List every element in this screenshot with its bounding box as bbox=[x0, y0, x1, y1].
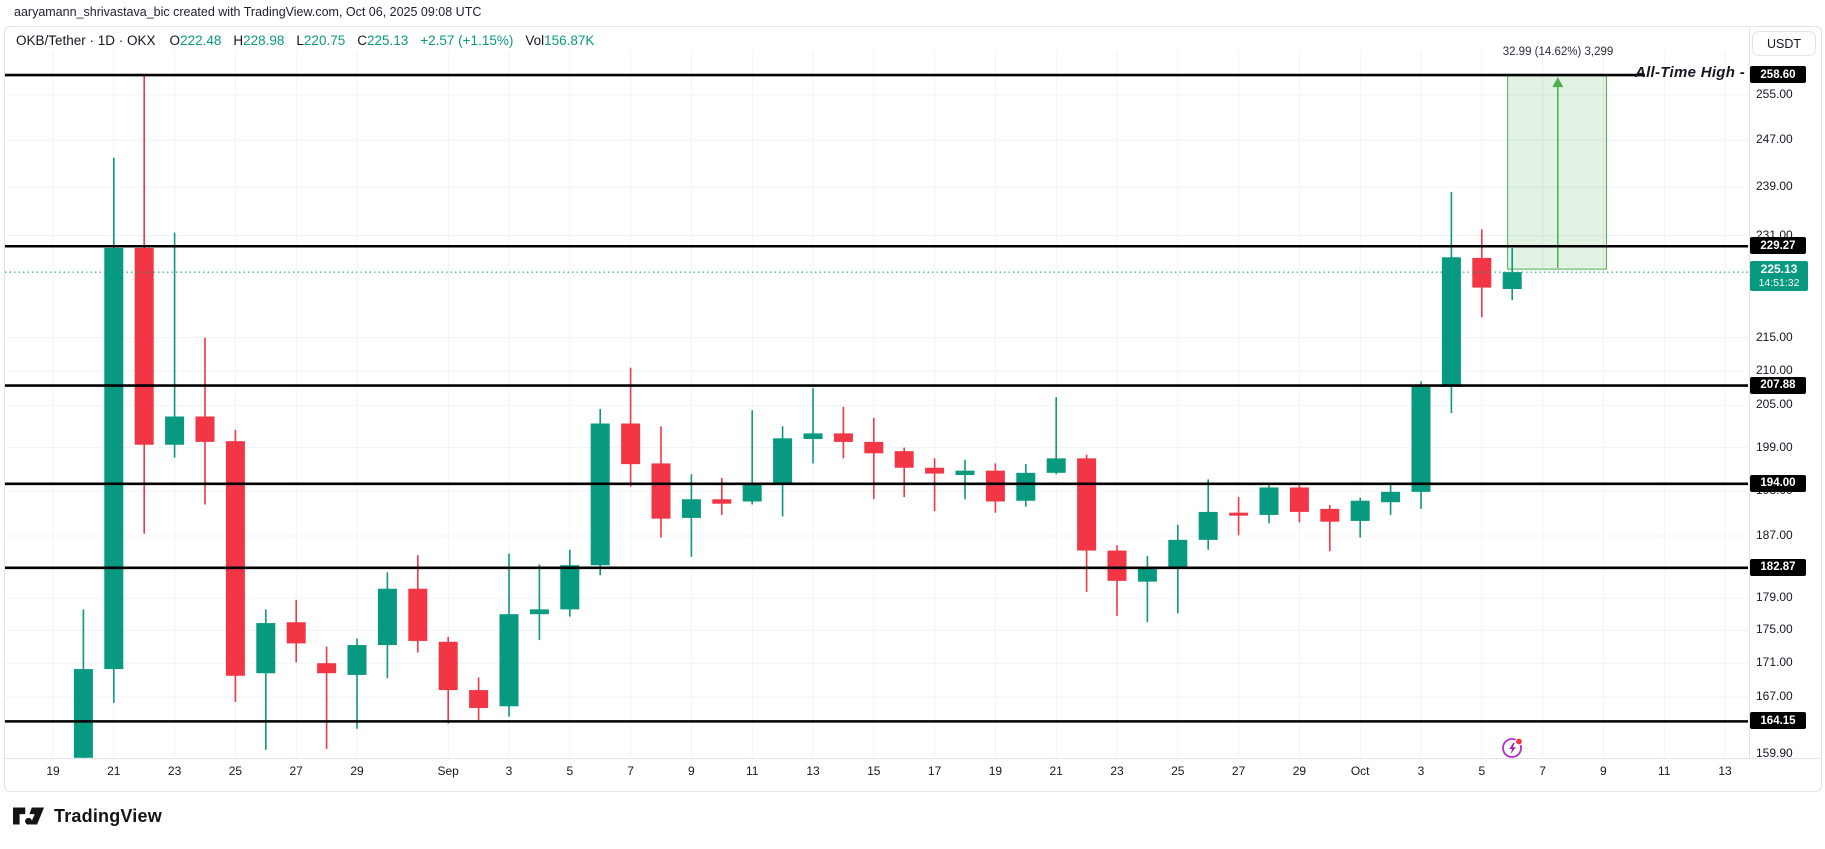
lightning-event-icon[interactable] bbox=[1501, 736, 1525, 760]
current-price-value: 225.13 bbox=[1760, 262, 1798, 277]
time-tick-label: 21 bbox=[107, 764, 121, 778]
level-price-label: 229.27 bbox=[1750, 237, 1806, 255]
low-label: L bbox=[296, 32, 304, 48]
time-tick-label: 21 bbox=[1049, 764, 1063, 778]
price-tick-label: 167.00 bbox=[1756, 688, 1793, 703]
tradingview-logo[interactable]: TradingView bbox=[13, 806, 162, 827]
time-tick-label: 11 bbox=[745, 764, 759, 778]
low-value: 220.75 bbox=[303, 32, 346, 48]
current-price-countdown: 14:51:32 bbox=[1758, 276, 1800, 289]
time-tick-label: 25 bbox=[228, 764, 243, 778]
time-tick-label: 9 bbox=[688, 764, 695, 778]
level-price-label: 258.60 bbox=[1750, 66, 1806, 84]
time-tick-label: 23 bbox=[167, 764, 182, 778]
time-tick-label: 9 bbox=[1600, 764, 1607, 778]
time-tick-label: 29 bbox=[350, 764, 364, 778]
volume-value: 156.87K bbox=[544, 32, 595, 48]
currency-toggle-button[interactable]: USDT bbox=[1752, 31, 1816, 56]
projection-annotation[interactable]: 32.99 (14.62%) 3,299 bbox=[1502, 46, 1614, 58]
chart-legend: OKB/Tether · 1D · OKX O222.48 H228.98 L2… bbox=[16, 30, 606, 50]
time-tick-label: 27 bbox=[289, 764, 303, 778]
price-tick-label: 215.00 bbox=[1756, 329, 1793, 344]
time-tick-label: 7 bbox=[627, 764, 634, 778]
high-label: H bbox=[233, 32, 244, 48]
time-tick-label: 29 bbox=[1292, 764, 1307, 778]
time-tick-label: 27 bbox=[1231, 764, 1246, 778]
time-axis-separator bbox=[5, 758, 1820, 759]
close-value: 225.13 bbox=[366, 32, 409, 48]
tradingview-logo-icon bbox=[13, 807, 45, 825]
tradingview-logo-text: TradingView bbox=[54, 806, 162, 826]
price-tick-label: 175.00 bbox=[1756, 622, 1793, 637]
price-tick-label: 171.00 bbox=[1756, 655, 1793, 670]
time-tick-label: 13 bbox=[1718, 764, 1732, 778]
price-tick-label: 205.00 bbox=[1756, 397, 1793, 412]
price-tick-label: 199.00 bbox=[1756, 439, 1793, 454]
level-price-label: 182.87 bbox=[1750, 558, 1806, 576]
lightning-bolt-glyph bbox=[1509, 742, 1516, 754]
level-price-label: 207.88 bbox=[1750, 376, 1806, 394]
time-tick-label: Sep bbox=[437, 764, 459, 778]
close-label: C bbox=[357, 32, 367, 48]
time-tick-label: 25 bbox=[1171, 764, 1185, 778]
open-label: O bbox=[169, 32, 181, 48]
price-tick-label: 179.00 bbox=[1756, 590, 1793, 605]
time-tick-label: Oct bbox=[1350, 764, 1370, 778]
time-tick-label: 5 bbox=[1478, 764, 1486, 778]
attribution-text: aaryamann_shrivastava_bic created with T… bbox=[14, 5, 482, 19]
level-price-label: 164.15 bbox=[1750, 712, 1806, 730]
level-price-label: 194.00 bbox=[1750, 474, 1806, 492]
time-tick-label: 5 bbox=[566, 764, 574, 778]
time-tick-label: 3 bbox=[1417, 764, 1425, 778]
change-value: +2.57 (+1.15%) bbox=[420, 32, 514, 48]
time-tick-label: 15 bbox=[867, 764, 881, 778]
time-tick-label: 19 bbox=[46, 764, 60, 778]
time-tick-label: 17 bbox=[927, 764, 942, 778]
time-tick-label: 13 bbox=[806, 764, 820, 778]
price-tick-label: 210.00 bbox=[1756, 363, 1793, 378]
price-tick-label: 159.90 bbox=[1756, 746, 1793, 760]
high-value: 228.98 bbox=[243, 32, 285, 48]
chart-widget-frame bbox=[4, 26, 1822, 792]
time-tick-label: 7 bbox=[1539, 764, 1546, 778]
time-tick-label: 23 bbox=[1110, 764, 1124, 778]
notification-dot bbox=[1515, 737, 1523, 746]
price-tick-label: 247.00 bbox=[1756, 132, 1793, 147]
price-tick-label: 255.00 bbox=[1756, 87, 1793, 101]
volume-label: Vol bbox=[525, 32, 545, 48]
symbol-title[interactable]: OKB/Tether · 1D · OKX bbox=[16, 32, 156, 48]
price-tick-label: 239.00 bbox=[1756, 179, 1793, 194]
price-axis-separator bbox=[1749, 27, 1750, 758]
time-tick-label: 3 bbox=[505, 764, 513, 778]
all-time-high-label[interactable]: All-Time High - bbox=[1634, 64, 1745, 81]
current-price-label: 225.13 14:51:32 bbox=[1750, 261, 1808, 291]
open-value: 222.48 bbox=[180, 32, 222, 48]
price-tick-label: 187.00 bbox=[1756, 528, 1793, 543]
time-tick-label: 19 bbox=[988, 764, 1003, 778]
time-tick-label: 11 bbox=[1657, 764, 1671, 778]
